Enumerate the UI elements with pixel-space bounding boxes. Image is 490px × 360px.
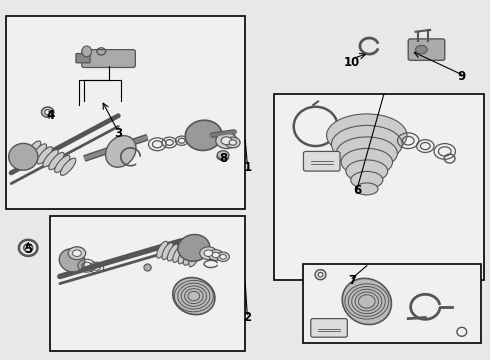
FancyBboxPatch shape: [408, 39, 445, 60]
Circle shape: [221, 137, 232, 145]
Ellipse shape: [178, 234, 210, 261]
Ellipse shape: [173, 278, 215, 315]
Circle shape: [200, 247, 217, 260]
Circle shape: [217, 252, 229, 261]
Ellipse shape: [342, 278, 392, 324]
Circle shape: [204, 250, 213, 256]
FancyBboxPatch shape: [274, 94, 484, 280]
FancyBboxPatch shape: [311, 319, 347, 337]
Ellipse shape: [189, 250, 200, 267]
Ellipse shape: [346, 160, 388, 182]
Circle shape: [229, 140, 237, 145]
Ellipse shape: [60, 158, 76, 175]
Ellipse shape: [144, 264, 151, 271]
Ellipse shape: [49, 152, 64, 170]
Text: 5: 5: [24, 243, 32, 256]
Text: 9: 9: [458, 70, 466, 83]
Ellipse shape: [341, 148, 392, 176]
Ellipse shape: [9, 143, 38, 170]
Ellipse shape: [25, 141, 41, 158]
Text: 10: 10: [344, 55, 360, 69]
Ellipse shape: [31, 144, 47, 161]
Circle shape: [416, 45, 427, 54]
Circle shape: [208, 249, 223, 260]
Ellipse shape: [356, 183, 378, 195]
Ellipse shape: [54, 155, 70, 172]
Ellipse shape: [37, 147, 52, 164]
Text: 2: 2: [244, 311, 251, 324]
Text: 3: 3: [114, 127, 122, 140]
Circle shape: [212, 252, 220, 258]
Text: 1: 1: [244, 161, 251, 174]
Circle shape: [68, 247, 86, 260]
Ellipse shape: [168, 244, 178, 261]
Ellipse shape: [82, 46, 92, 57]
Ellipse shape: [157, 241, 168, 258]
Ellipse shape: [183, 248, 195, 265]
Ellipse shape: [327, 114, 407, 157]
Text: 6: 6: [353, 184, 361, 197]
Circle shape: [220, 255, 226, 259]
Circle shape: [73, 250, 81, 256]
Ellipse shape: [59, 249, 85, 272]
Circle shape: [216, 133, 237, 149]
Ellipse shape: [331, 125, 402, 163]
FancyBboxPatch shape: [76, 54, 90, 63]
Ellipse shape: [105, 136, 136, 167]
Text: 7: 7: [348, 274, 356, 287]
Ellipse shape: [162, 243, 173, 260]
Ellipse shape: [185, 120, 222, 150]
Ellipse shape: [351, 171, 383, 189]
FancyBboxPatch shape: [303, 152, 340, 171]
Ellipse shape: [178, 247, 189, 264]
Ellipse shape: [43, 149, 58, 167]
Ellipse shape: [172, 246, 184, 262]
Circle shape: [217, 151, 229, 159]
FancyBboxPatch shape: [303, 264, 481, 342]
FancyBboxPatch shape: [82, 50, 135, 67]
Ellipse shape: [336, 137, 397, 170]
FancyBboxPatch shape: [50, 216, 245, 351]
FancyBboxPatch shape: [6, 16, 245, 208]
Text: 8: 8: [219, 152, 227, 165]
Circle shape: [225, 137, 240, 148]
Text: 4: 4: [46, 109, 54, 122]
